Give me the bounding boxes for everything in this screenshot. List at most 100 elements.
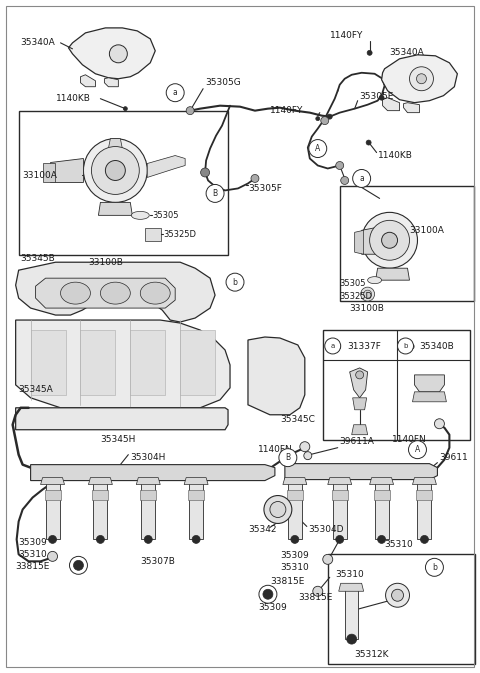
Polygon shape	[16, 262, 215, 322]
Polygon shape	[288, 483, 302, 540]
Bar	[145, 228, 161, 242]
Ellipse shape	[100, 282, 130, 304]
Polygon shape	[373, 489, 390, 499]
Polygon shape	[412, 478, 436, 485]
Bar	[323, 330, 470, 439]
Circle shape	[356, 371, 364, 379]
Polygon shape	[370, 478, 394, 485]
Polygon shape	[333, 483, 347, 540]
Circle shape	[186, 106, 194, 114]
Circle shape	[91, 147, 139, 194]
Polygon shape	[350, 368, 368, 398]
Circle shape	[123, 106, 127, 110]
Circle shape	[321, 116, 329, 125]
Polygon shape	[104, 78, 119, 87]
Text: 35325D: 35325D	[163, 229, 196, 239]
Circle shape	[336, 162, 344, 170]
Circle shape	[309, 139, 327, 157]
Circle shape	[48, 536, 57, 543]
Text: 1140FY: 1140FY	[270, 106, 303, 115]
Text: 35345C: 35345C	[280, 415, 315, 424]
Circle shape	[336, 536, 344, 543]
Circle shape	[291, 536, 299, 543]
Polygon shape	[31, 464, 275, 481]
Polygon shape	[16, 320, 230, 408]
Text: 33100A: 33100A	[23, 171, 58, 180]
Ellipse shape	[368, 277, 382, 283]
Circle shape	[370, 220, 409, 260]
Circle shape	[106, 161, 125, 180]
Text: 35309: 35309	[280, 551, 309, 560]
Polygon shape	[361, 226, 383, 254]
Ellipse shape	[132, 211, 149, 219]
Circle shape	[313, 586, 323, 596]
Text: 1140FN: 1140FN	[392, 435, 426, 444]
Text: 35342: 35342	[248, 525, 276, 534]
Text: 35307B: 35307B	[140, 557, 175, 566]
Polygon shape	[376, 269, 409, 280]
Circle shape	[48, 551, 58, 561]
Circle shape	[366, 140, 371, 145]
Circle shape	[251, 174, 259, 182]
Circle shape	[316, 116, 320, 120]
Circle shape	[279, 449, 297, 466]
Bar	[340, 186, 474, 301]
Text: 35305G: 35305G	[205, 78, 241, 87]
Polygon shape	[98, 203, 132, 215]
Circle shape	[420, 536, 429, 543]
Circle shape	[397, 338, 413, 354]
Text: b: b	[432, 563, 437, 572]
Polygon shape	[136, 478, 160, 485]
Text: 35310: 35310	[336, 570, 364, 579]
Circle shape	[226, 273, 244, 291]
Text: b: b	[233, 278, 238, 287]
Text: b: b	[403, 343, 408, 349]
Text: 35305: 35305	[340, 279, 366, 287]
Polygon shape	[16, 408, 228, 430]
Circle shape	[425, 559, 444, 576]
Text: 35305F: 35305F	[248, 184, 282, 193]
Text: 35305E: 35305E	[360, 92, 394, 101]
Text: 1140FN: 1140FN	[258, 445, 293, 454]
Polygon shape	[130, 330, 165, 395]
Text: 35309: 35309	[258, 603, 287, 612]
Ellipse shape	[60, 282, 90, 304]
Polygon shape	[415, 375, 444, 392]
Circle shape	[382, 232, 397, 248]
Circle shape	[300, 441, 310, 452]
Polygon shape	[352, 425, 368, 435]
Circle shape	[73, 561, 84, 570]
Circle shape	[409, 67, 433, 91]
Polygon shape	[285, 464, 437, 480]
Polygon shape	[50, 159, 84, 182]
Circle shape	[360, 287, 374, 301]
Circle shape	[192, 536, 200, 543]
Circle shape	[417, 74, 426, 83]
Polygon shape	[332, 489, 348, 499]
Polygon shape	[184, 478, 208, 485]
Text: 35340A: 35340A	[390, 48, 424, 57]
Circle shape	[325, 338, 341, 354]
Text: 35345H: 35345H	[100, 435, 136, 444]
Circle shape	[367, 50, 372, 55]
Bar	[19, 110, 228, 255]
Circle shape	[392, 590, 404, 601]
Polygon shape	[108, 139, 122, 149]
Polygon shape	[404, 103, 420, 112]
Text: 33815E: 33815E	[270, 577, 304, 586]
Circle shape	[109, 45, 127, 63]
Text: 33100B: 33100B	[349, 304, 384, 312]
Circle shape	[378, 536, 385, 543]
Bar	[43, 162, 55, 182]
Circle shape	[323, 555, 333, 565]
Polygon shape	[81, 75, 96, 87]
Text: a: a	[331, 343, 335, 349]
Text: 33815E: 33815E	[16, 562, 50, 571]
Text: 35304D: 35304D	[308, 525, 343, 534]
Polygon shape	[283, 478, 307, 485]
Polygon shape	[328, 478, 352, 485]
Circle shape	[361, 213, 418, 269]
Polygon shape	[248, 337, 305, 415]
Polygon shape	[383, 98, 399, 110]
Text: 35340B: 35340B	[420, 343, 454, 351]
